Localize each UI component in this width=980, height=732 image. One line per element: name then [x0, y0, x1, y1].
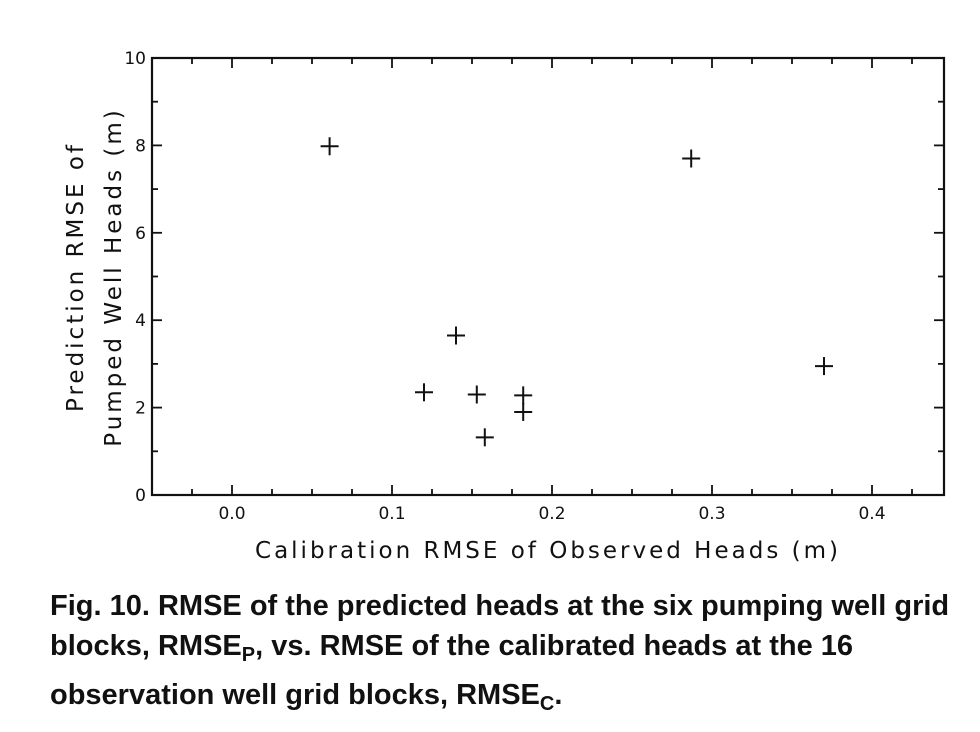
y-tick-label: 6 [135, 224, 146, 244]
figure-caption: Fig. 10. RMSE of the predicted heads at … [50, 586, 965, 724]
y-axis-title-line-1: Prediction RMSE of [63, 142, 89, 412]
x-tick-label: 0.2 [538, 504, 565, 524]
x-tick-label: 0.3 [698, 504, 725, 524]
y-tick-label: 4 [135, 311, 146, 331]
y-tick-label: 10 [124, 49, 146, 69]
minor-ticks [152, 58, 944, 495]
data-point-plus [415, 383, 433, 402]
plot-frame [150, 56, 946, 497]
x-tick-label: 0.0 [218, 504, 245, 524]
y-tick-label: 8 [135, 136, 146, 156]
data-point-plus [475, 428, 494, 447]
y-tick-label: 2 [135, 399, 146, 419]
data-point-plus [682, 149, 701, 168]
data-point-plus [447, 326, 465, 345]
data-point-plus [514, 402, 533, 421]
caption-text-tail: . [554, 679, 563, 711]
data-points [320, 137, 833, 447]
data-point-plus [320, 137, 339, 156]
caption-subscript-c: C [539, 693, 555, 715]
y-tick-label: 0 [135, 486, 146, 506]
data-point-plus [815, 357, 833, 376]
x-axis-ticks: 0.0 0.1 0.2 0.3 0.4 [218, 58, 886, 524]
caption-subscript-p: P [241, 644, 256, 666]
scatter-chart: 0.0 0.1 0.2 0.3 0.4 0 2 4 6 8 10 Calibration RMSE… [63, 49, 946, 564]
y-axis-ticks: 0 2 4 6 8 10 [124, 49, 944, 506]
data-point-plus [467, 385, 486, 404]
y-axis-title-line-2: Pumped Well Heads (m) [101, 107, 127, 447]
x-tick-label: 0.1 [378, 504, 405, 524]
data-point-plus [514, 386, 533, 405]
caption-text-lead: Fig. 10. RMSE of the predicted heads at … [50, 590, 950, 662]
x-tick-label: 0.4 [858, 504, 885, 524]
x-axis-title: Calibration RMSE of Observed Heads (m) [255, 538, 841, 564]
caption-text-middle: , vs. RMSE of the calibrated heads at th… [50, 630, 854, 711]
